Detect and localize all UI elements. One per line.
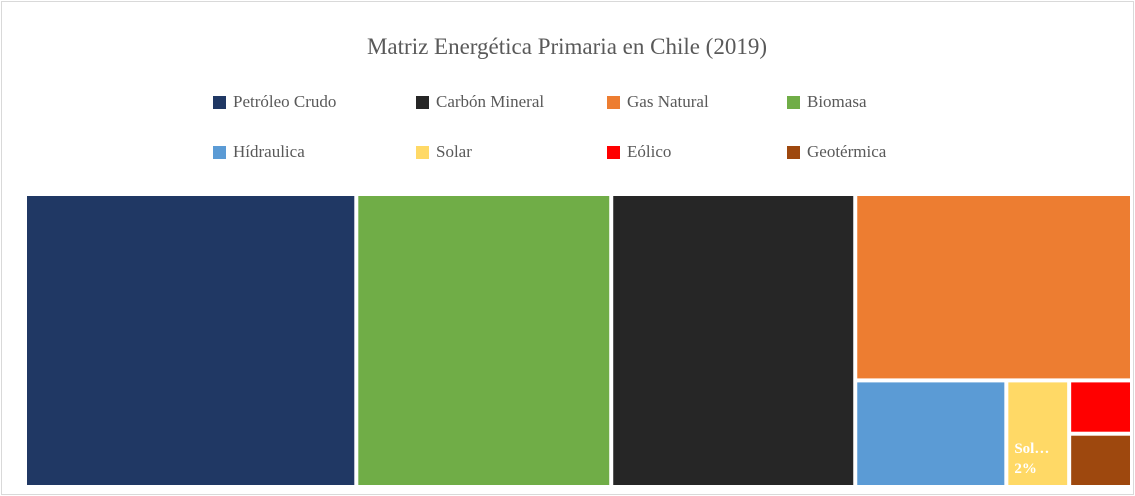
legend-swatch	[213, 146, 226, 159]
data-label: Sol… 2%	[1014, 441, 1049, 477]
data-label-line: 2%	[1014, 461, 1036, 477]
legend-swatch	[787, 146, 800, 159]
data-label-line: Sol…	[1014, 441, 1049, 457]
legend-swatch	[787, 96, 800, 109]
legend-label: Geotérmica	[807, 142, 887, 161]
treemap-tile	[27, 196, 355, 485]
legend-swatch	[607, 146, 620, 159]
chart-title: Matriz Energética Primaria en Chile (201…	[367, 34, 767, 59]
legend-swatch	[416, 146, 429, 159]
treemap-tile	[1071, 435, 1130, 485]
legend-label: Hídraulica	[233, 142, 305, 161]
legend-swatch	[213, 96, 226, 109]
treemap-tile	[1071, 382, 1130, 432]
legend-label: Petróleo Crudo	[233, 92, 336, 111]
legend-swatch	[416, 96, 429, 109]
treemap-tile	[857, 196, 1130, 379]
legend-label: Biomasa	[807, 92, 867, 111]
legend-label: Eólico	[627, 142, 671, 161]
treemap-tile	[1008, 382, 1068, 485]
treemap-tile	[613, 196, 854, 485]
legend-label: Gas Natural	[627, 92, 709, 111]
treemap-tile	[857, 382, 1005, 485]
treemap-tile	[358, 196, 610, 485]
legend-label: Solar	[436, 142, 472, 161]
legend-label: Carbón Mineral	[436, 92, 544, 111]
legend-swatch	[607, 96, 620, 109]
